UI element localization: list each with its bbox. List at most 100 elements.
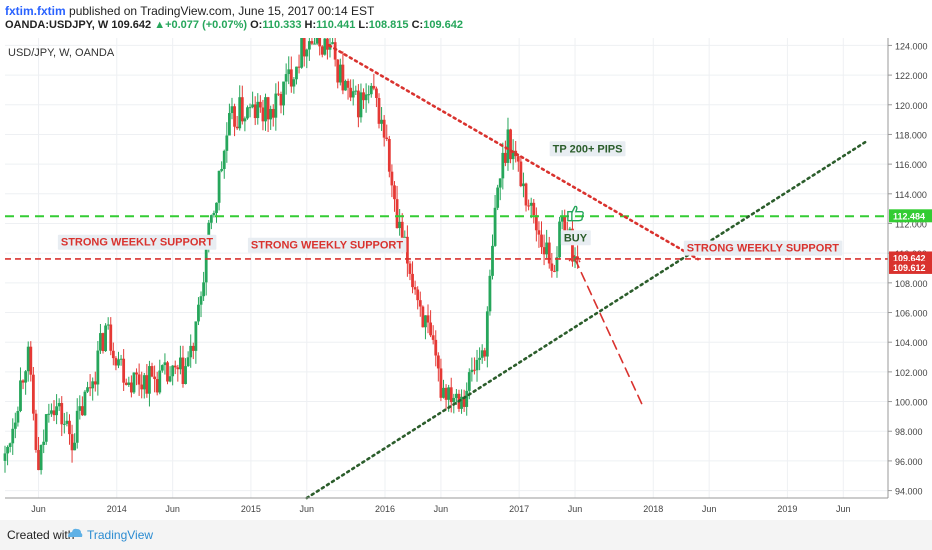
candle-body [356,90,360,118]
candle-body [282,81,285,106]
candle-body [266,97,270,120]
price-axis-label-text: 112.484 [893,211,925,221]
candle-body [135,372,138,375]
candle-body [186,357,190,367]
candle-body [251,104,255,108]
candle-body [158,370,162,393]
price-chart[interactable]: USD/JPY, W, OANDA STRONG WEEKLY SUPPORT S… [0,38,932,520]
candle-body [560,215,564,222]
candle-body [21,380,25,383]
author-link[interactable]: fxtim.fxtim [5,4,66,18]
candle-body [400,221,404,241]
annotation-bg [247,237,407,253]
x-tick-label: Jun [165,504,180,514]
candle-body [326,38,329,50]
candle-body [467,372,471,391]
publish-info: published on TradingView.com, June 15, 2… [69,4,375,18]
candle-body [364,94,368,101]
candle-body [88,387,92,389]
candle-body [369,85,373,95]
x-tick-label: Jun [568,504,583,514]
candle-body [447,387,451,400]
candle-body [204,249,208,283]
y-tick-label: 104.000 [895,338,928,348]
candle-body [478,357,482,360]
y-tick-label: 120.000 [895,101,928,111]
open-label: O: [250,19,263,31]
y-tick-label: 114.000 [895,190,927,200]
candle-body [367,94,371,96]
candle-body [117,359,120,366]
price-axis[interactable]: 94.000 96.000 98.000 100.000 102.000 104.000 1… [887,38,932,498]
candle-body [485,311,489,357]
x-tick-label: 2015 [241,504,261,514]
y-tick-label: 96.000 [895,457,923,467]
candle-body [209,215,213,223]
candle-body [178,357,182,370]
candle-body [426,315,430,323]
candle-body [78,406,82,411]
candle-body [217,170,221,203]
candle-body [460,396,463,409]
time-axis[interactable]: Jun 2014 Jun 2015 Jun 2016 Jun 2017 Jun 2018 Jun 20… [5,497,888,514]
candle-body [315,38,319,44]
candle-body [106,324,110,326]
candle-body [31,374,35,414]
candle-body [8,443,12,447]
candle-body [553,270,556,272]
candle-body [454,393,458,398]
candle-body [155,379,159,393]
candle-body [398,221,402,229]
candle-body [359,92,363,118]
candle-body [93,381,97,385]
candle-body [70,434,74,451]
candle-body [300,38,304,68]
candle-body [191,345,195,351]
candle-body [491,245,494,276]
candle-body [153,376,157,380]
candle-body [488,275,492,312]
candle-body [91,381,95,389]
candle-body [19,380,22,411]
annotation-bg [560,230,591,246]
candle-body [109,324,113,351]
chart-header: fxtim.fxtim published on TradingView.com… [0,0,932,46]
candle-body [39,444,43,471]
trendline [574,258,643,406]
candle-body [519,161,523,187]
candle-body [387,139,391,172]
annotation-text: STRONG WEEKLY SUPPORT [251,240,403,252]
candle-body [529,202,533,206]
candle-body [493,207,497,246]
candle-body [73,442,77,451]
candle-body [496,187,500,208]
candle-body [13,422,17,429]
footer-brand-link[interactable]: TradingView [87,528,154,542]
candle-body [52,410,56,416]
chart-background [0,38,932,520]
candle-body [305,49,309,57]
candle-body [338,64,342,83]
high-label: H: [304,19,317,31]
candle-body [341,64,345,91]
candle-body [111,350,115,359]
candle-body [171,365,175,377]
candle-body [375,88,378,98]
candle-body [202,282,206,297]
annotation-label: STRONG WEEKLY SUPPORT [247,237,407,253]
candle-body [393,185,396,200]
candle-body [42,441,46,445]
candle-body [336,59,340,83]
candle-body [222,150,226,169]
candle-body [132,372,136,393]
candle-body [452,397,456,403]
candle-body [199,296,203,305]
candle-body [279,94,283,106]
y-tick-label: 112.000 [895,219,927,229]
candle-body [318,38,322,47]
candle-body [274,93,278,118]
candle-body [150,366,154,377]
candle-body [99,333,102,351]
candle-body [166,362,169,382]
candle-body [349,87,353,98]
